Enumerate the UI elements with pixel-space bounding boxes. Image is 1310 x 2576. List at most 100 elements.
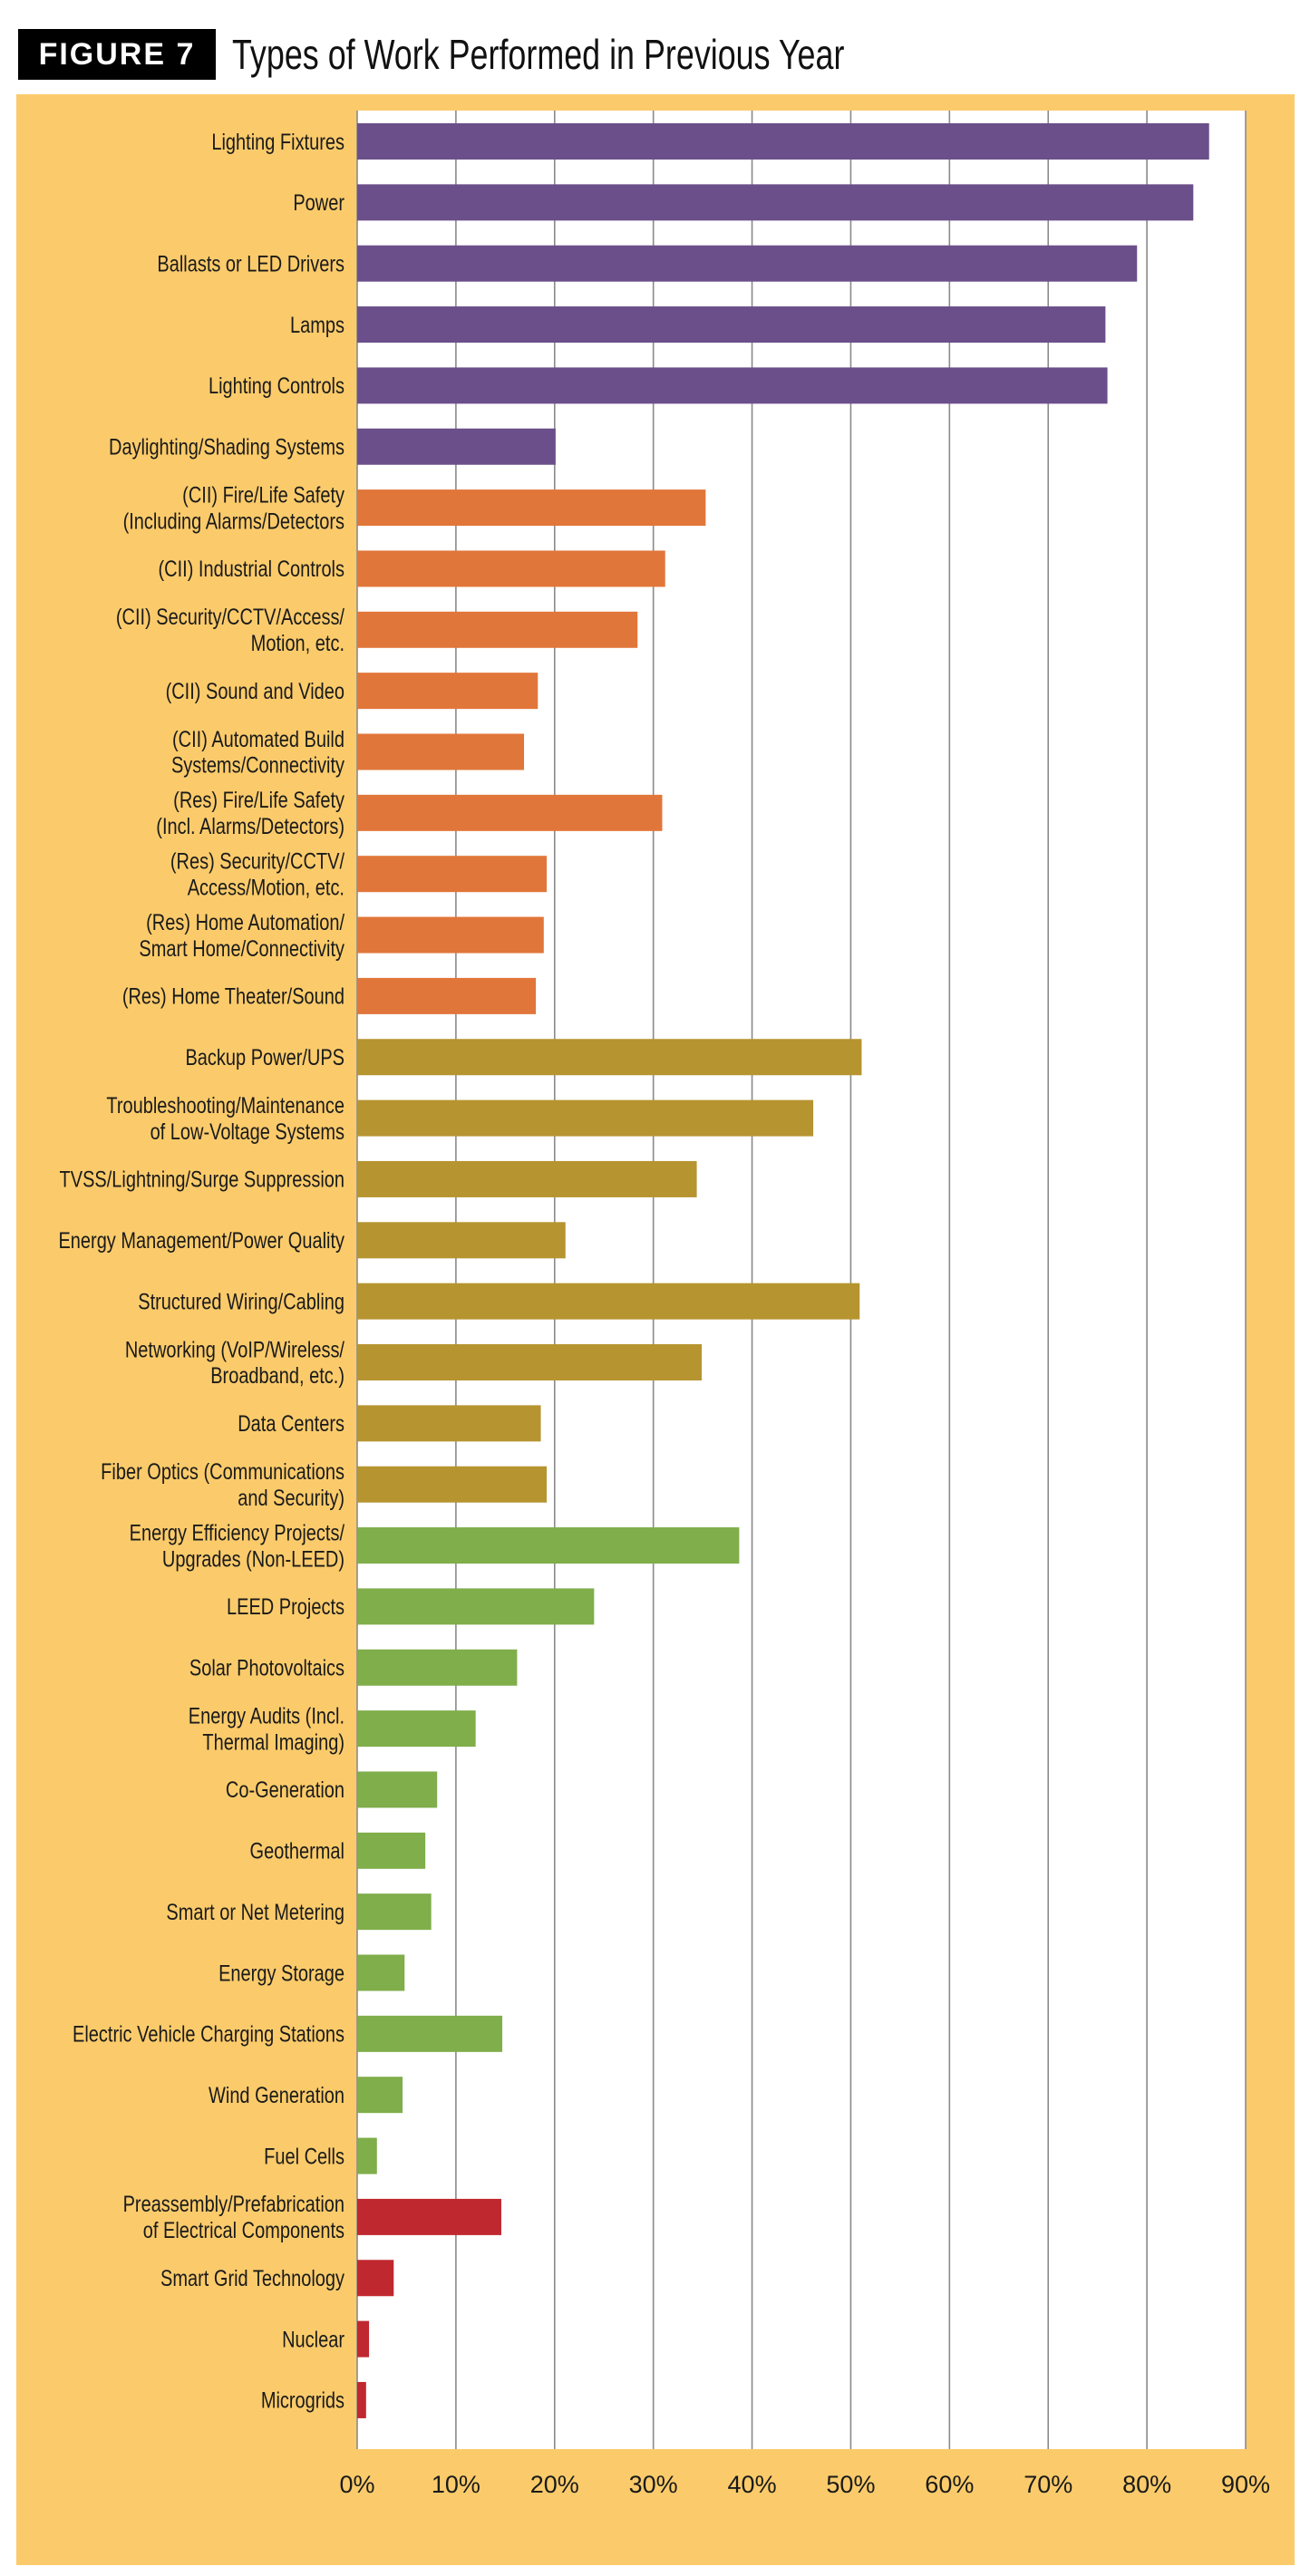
x-tick-label: 40% — [728, 2471, 777, 2498]
category-label-line: Lighting Fixtures — [211, 130, 344, 155]
bar — [357, 1832, 426, 1869]
category-label-line: (CII) Sound and Video — [166, 679, 344, 704]
x-tick-label: 70% — [1024, 2471, 1072, 2498]
category-label: Energy Audits (Incl. Thermal Imaging) — [189, 1703, 344, 1755]
category-label-line: (Res) Security/CCTV/ — [170, 848, 345, 874]
bar — [357, 1344, 703, 1380]
bars — [357, 123, 1209, 2418]
category-label-line: Fuel Cells — [264, 2144, 344, 2169]
category-label-line: Energy Efficiency Projects/ — [130, 1520, 345, 1545]
bar — [357, 733, 525, 770]
category-label: Microgrids — [261, 2388, 344, 2414]
category-label: (Res) Home Theater/Sound — [122, 984, 344, 1010]
x-tick-label: 90% — [1221, 2471, 1270, 2498]
bar — [357, 1222, 566, 1259]
category-label-line: Electric Vehicle Charging Stations — [73, 2022, 344, 2048]
bar — [357, 489, 706, 527]
category-label-line: (Res) Home Theater/Sound — [122, 984, 344, 1010]
bar — [357, 306, 1106, 344]
category-label: Lamps — [290, 313, 344, 338]
category-label-line: (Res) Home Automation/ — [146, 910, 344, 935]
bar — [357, 428, 556, 465]
category-label-line: Energy Audits (Incl. — [189, 1703, 344, 1729]
category-label: Smart Grid Technology — [160, 2266, 345, 2291]
bar — [357, 916, 544, 954]
category-label: (Res) Security/CCTV/Access/Motion, etc. — [170, 848, 345, 900]
category-label-line: Geothermal — [250, 1838, 344, 1864]
category-label-line: and Security) — [238, 1486, 344, 1511]
category-label-line: (CII) Automated Build — [172, 727, 344, 752]
category-label-line: Energy Storage — [218, 1961, 344, 1986]
category-label: Structured Wiring/Cabling — [138, 1289, 344, 1314]
category-label-line: Motion, etc. — [251, 631, 344, 656]
bar — [357, 1649, 518, 1686]
bar — [357, 1039, 862, 1076]
category-label: Smart or Net Metering — [166, 1900, 344, 1925]
category-label: Fuel Cells — [264, 2144, 344, 2169]
bar — [357, 2015, 503, 2052]
figure-label: FIGURE 7 — [38, 36, 196, 72]
category-label-line: Networking (VoIP/Wireless/ — [125, 1337, 345, 1362]
bar — [357, 245, 1138, 282]
category-label-line: Smart Grid Technology — [160, 2266, 345, 2291]
category-label: (CII) Industrial Controls — [159, 557, 344, 582]
category-label: Networking (VoIP/Wireless/Broadband, etc… — [125, 1337, 345, 1389]
category-label-line: Thermal Imaging) — [202, 1729, 344, 1755]
category-label: Electric Vehicle Charging Stations — [73, 2022, 344, 2048]
x-tick-label: 0% — [339, 2471, 374, 2498]
bar — [357, 2260, 394, 2297]
bar — [357, 123, 1209, 160]
category-label-line: LEED Projects — [227, 1594, 344, 1620]
gridlines — [356, 111, 1247, 2449]
category-label-line: Backup Power/UPS — [185, 1045, 344, 1070]
category-label-line: (Res) Fire/Life Safety — [173, 788, 344, 813]
category-label: Lighting Fixtures — [211, 130, 344, 155]
category-label-line: Preassembly/Prefabrication — [123, 2192, 344, 2217]
bar — [357, 611, 638, 648]
category-label: Wind Generation — [209, 2083, 344, 2108]
bar — [357, 367, 1108, 404]
x-tick-label: 50% — [826, 2471, 875, 2498]
category-label: Nuclear — [282, 2327, 344, 2352]
category-label-line: Wind Generation — [209, 2083, 344, 2108]
bar — [357, 856, 548, 893]
x-axis-ticks: 0% 10% 20% 30% 40% 50% 60% 70% 80% 90% — [339, 2471, 1270, 2498]
category-label: Co-Generation — [226, 1777, 344, 1803]
category-label-line: Access/Motion, etc. — [188, 875, 344, 900]
bar — [357, 550, 665, 587]
bar — [357, 794, 663, 831]
category-label-line: Solar Photovoltaics — [189, 1655, 344, 1680]
figure-badge: FIGURE 7 — [18, 29, 216, 80]
x-tick-label: 10% — [432, 2471, 480, 2498]
category-label: Preassembly/Prefabrication of Electrical … — [123, 2192, 344, 2243]
category-label: Troubleshooting/Maintenance of Low-Voltag… — [106, 1093, 344, 1145]
category-label: Energy Management/Power Quality — [58, 1228, 344, 1254]
bar — [357, 184, 1194, 221]
bar — [357, 1710, 476, 1748]
bar — [357, 1954, 405, 1991]
category-label-line: Microgrids — [261, 2388, 344, 2414]
category-label: (CII) Fire/Life Safety (Including Alarms/… — [123, 482, 345, 534]
category-label: Energy Storage — [218, 1961, 344, 1986]
x-tick-label: 20% — [530, 2471, 579, 2498]
bar — [357, 1099, 814, 1137]
category-label: Data Centers — [238, 1411, 344, 1437]
category-labels: Lighting Fixtures Power Ballasts or LED Dr… — [58, 130, 344, 2414]
bar — [357, 1527, 740, 1564]
category-label-line: Co-Generation — [226, 1777, 344, 1803]
category-label-line: Energy Management/Power Quality — [58, 1228, 344, 1254]
category-label: Fiber Optics (Communications and Security… — [101, 1459, 344, 1511]
bar — [357, 1588, 595, 1625]
category-label: Solar Photovoltaics — [189, 1655, 344, 1680]
category-label-line: Troubleshooting/Maintenance — [106, 1093, 344, 1119]
category-label-line: (CII) Security/CCTV/Access/ — [116, 605, 345, 630]
category-label-line: Ballasts or LED Drivers — [157, 251, 344, 276]
bar — [357, 2320, 370, 2358]
bar — [357, 2077, 403, 2114]
bar — [357, 1466, 548, 1503]
chart-title: Types of Work Performed in Previous Year — [232, 31, 845, 78]
x-tick-label: 80% — [1122, 2471, 1171, 2498]
category-label: TVSS/Lightning/Surge Suppression — [60, 1167, 344, 1193]
category-label-line: Lighting Controls — [209, 373, 344, 399]
bar — [357, 1771, 438, 1808]
